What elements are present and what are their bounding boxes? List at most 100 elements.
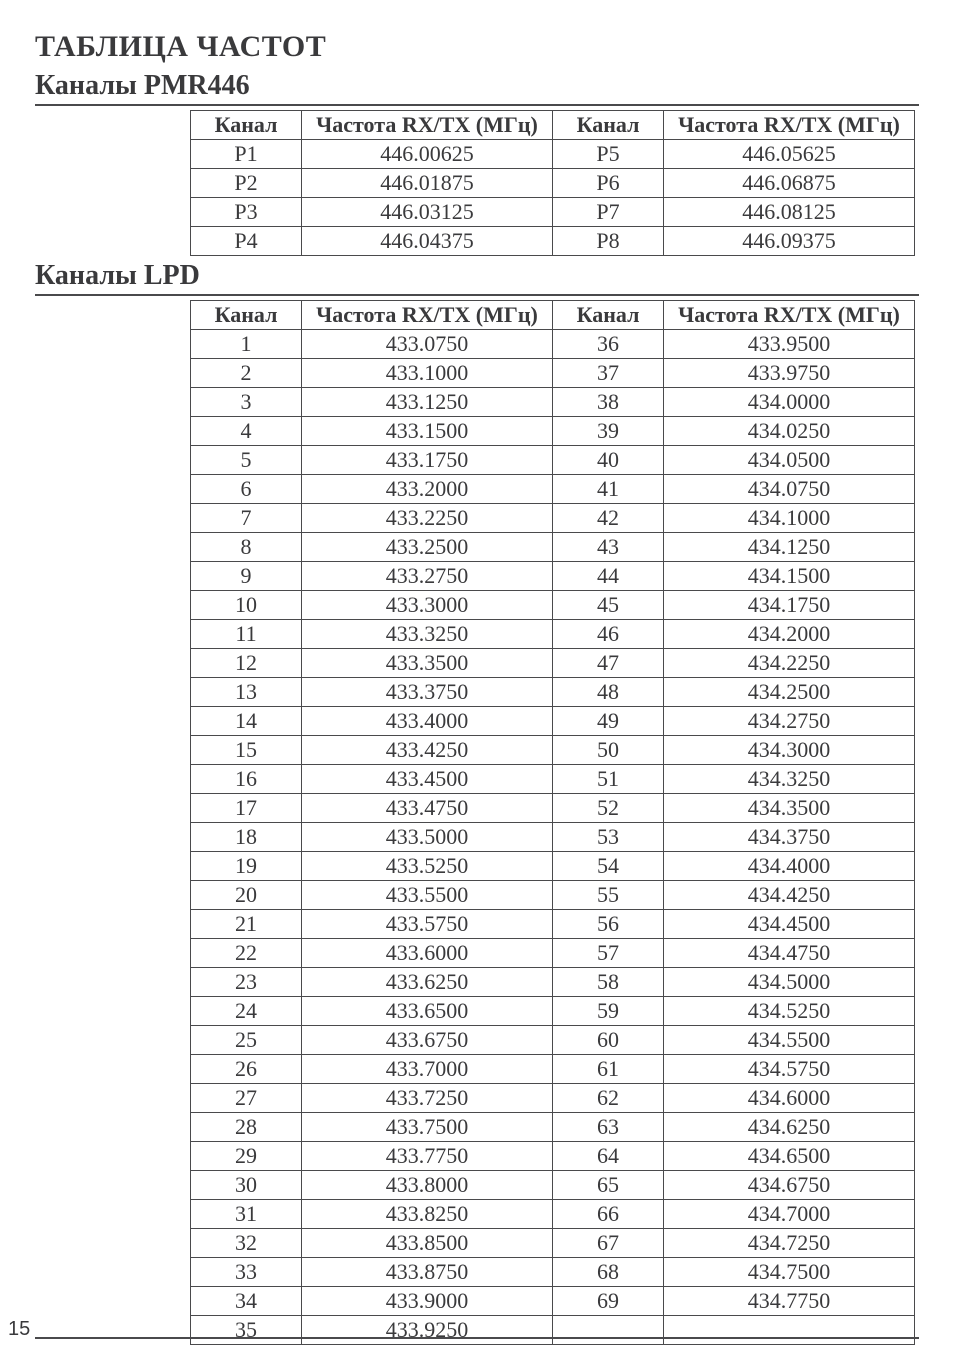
cell-channel: 14 [191, 707, 302, 736]
table-row: P4446.04375P8446.09375 [191, 227, 915, 256]
cell-freq: 433.1250 [302, 388, 553, 417]
cell-freq: 434.4000 [664, 852, 915, 881]
cell-channel: 5 [191, 446, 302, 475]
cell-freq: 434.5250 [664, 997, 915, 1026]
cell-channel: 44 [553, 562, 664, 591]
cell-channel: 30 [191, 1171, 302, 1200]
cell-freq: 434.6000 [664, 1084, 915, 1113]
table-row: 16433.450051434.3250 [191, 765, 915, 794]
cell-freq: 433.8000 [302, 1171, 553, 1200]
cell-freq: 433.9000 [302, 1287, 553, 1316]
cell-freq: 434.2500 [664, 678, 915, 707]
cell-channel: 27 [191, 1084, 302, 1113]
cell-channel: P1 [191, 140, 302, 169]
table-row: 35433.9250 [191, 1316, 915, 1345]
cell-channel: 42 [553, 504, 664, 533]
table-row: 27433.725062434.6000 [191, 1084, 915, 1113]
cell-channel [553, 1316, 664, 1345]
cell-channel: 19 [191, 852, 302, 881]
cell-freq: 434.4750 [664, 939, 915, 968]
table-row: 9433.275044434.1500 [191, 562, 915, 591]
cell-freq: 434.4250 [664, 881, 915, 910]
col-freq: Частота RX/TX (МГц) [664, 301, 915, 330]
table-row: 21433.575056434.4500 [191, 910, 915, 939]
cell-freq: 433.8750 [302, 1258, 553, 1287]
cell-channel: P8 [553, 227, 664, 256]
table-row: 26433.700061434.5750 [191, 1055, 915, 1084]
cell-channel: 29 [191, 1142, 302, 1171]
cell-channel: 24 [191, 997, 302, 1026]
cell-freq: 433.4750 [302, 794, 553, 823]
cell-channel: 34 [191, 1287, 302, 1316]
cell-freq: 433.5000 [302, 823, 553, 852]
col-channel: Канал [553, 111, 664, 140]
cell-freq: 433.9500 [664, 330, 915, 359]
cell-channel: 28 [191, 1113, 302, 1142]
cell-freq: 433.3750 [302, 678, 553, 707]
cell-channel: 52 [553, 794, 664, 823]
pmr-section-title: Каналы PMR446 [35, 70, 919, 102]
cell-freq: 446.04375 [302, 227, 553, 256]
cell-channel: 57 [553, 939, 664, 968]
cell-channel: 17 [191, 794, 302, 823]
table-row: 1433.075036433.9500 [191, 330, 915, 359]
lpd-table: Канал Частота RX/TX (МГц) Канал Частота … [190, 300, 915, 1345]
table-row: 32433.850067434.7250 [191, 1229, 915, 1258]
cell-freq: 433.2750 [302, 562, 553, 591]
cell-freq: 433.1000 [302, 359, 553, 388]
table-row: 3433.125038434.0000 [191, 388, 915, 417]
cell-freq: 433.0750 [302, 330, 553, 359]
table-row: 29433.775064434.6500 [191, 1142, 915, 1171]
cell-channel: 4 [191, 417, 302, 446]
cell-channel: 45 [553, 591, 664, 620]
cell-channel: 60 [553, 1026, 664, 1055]
cell-freq: 433.3250 [302, 620, 553, 649]
cell-freq: 434.6750 [664, 1171, 915, 1200]
cell-freq: 446.06875 [664, 169, 915, 198]
cell-freq: 433.1750 [302, 446, 553, 475]
divider [35, 294, 919, 296]
cell-freq: 433.8250 [302, 1200, 553, 1229]
cell-channel: 13 [191, 678, 302, 707]
pmr-table: Канал Частота RX/TX (МГц) Канал Частота … [190, 110, 915, 256]
table-row: 8433.250043434.1250 [191, 533, 915, 562]
cell-channel: 43 [553, 533, 664, 562]
cell-channel: P3 [191, 198, 302, 227]
table-row: 18433.500053434.3750 [191, 823, 915, 852]
lpd-section-title: Каналы LPD [35, 260, 919, 292]
table-row: 28433.750063434.6250 [191, 1113, 915, 1142]
cell-channel: P7 [553, 198, 664, 227]
cell-channel: 16 [191, 765, 302, 794]
table-row: 5433.175040434.0500 [191, 446, 915, 475]
cell-freq: 434.0500 [664, 446, 915, 475]
cell-freq: 434.7750 [664, 1287, 915, 1316]
cell-channel: 41 [553, 475, 664, 504]
cell-channel: 32 [191, 1229, 302, 1258]
cell-channel: 8 [191, 533, 302, 562]
table-row: 23433.625058434.5000 [191, 968, 915, 997]
col-channel: Канал [553, 301, 664, 330]
cell-freq: 434.3000 [664, 736, 915, 765]
table-row: 15433.425050434.3000 [191, 736, 915, 765]
cell-freq: 434.6250 [664, 1113, 915, 1142]
cell-freq: 433.9250 [302, 1316, 553, 1345]
cell-freq: 434.2250 [664, 649, 915, 678]
col-channel: Канал [191, 111, 302, 140]
cell-freq: 434.6500 [664, 1142, 915, 1171]
table-row: 4433.150039434.0250 [191, 417, 915, 446]
cell-freq: 433.4500 [302, 765, 553, 794]
table-row: 25433.675060434.5500 [191, 1026, 915, 1055]
page-number: 15 [8, 1318, 30, 1341]
cell-freq: 433.5750 [302, 910, 553, 939]
cell-freq: 433.7500 [302, 1113, 553, 1142]
cell-freq: 446.01875 [302, 169, 553, 198]
cell-channel: 58 [553, 968, 664, 997]
cell-freq: 434.1250 [664, 533, 915, 562]
cell-freq: 434.7000 [664, 1200, 915, 1229]
cell-channel: 59 [553, 997, 664, 1026]
cell-channel: 26 [191, 1055, 302, 1084]
table-row: P1446.00625P5446.05625 [191, 140, 915, 169]
table-row: 24433.650059434.5250 [191, 997, 915, 1026]
cell-freq: 433.6250 [302, 968, 553, 997]
cell-channel: 46 [553, 620, 664, 649]
